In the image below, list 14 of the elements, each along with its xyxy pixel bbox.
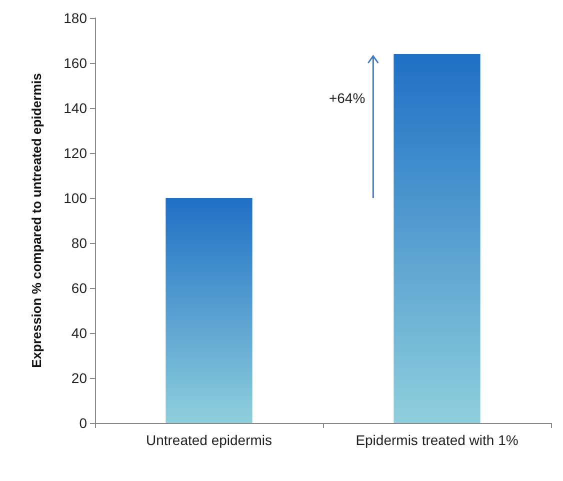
y-tick-label: 0: [79, 415, 88, 431]
y-tick-label: 80: [71, 235, 88, 251]
y-tick-label: 160: [64, 55, 88, 71]
y-axis-title: Expression % compared to untreated epidermis: [29, 73, 44, 368]
y-tick-label: 40: [71, 325, 88, 341]
y-tick-label: 20: [71, 370, 88, 386]
x-tick-label: Untreated epidermis: [146, 432, 272, 448]
y-tick-label: 180: [64, 10, 88, 26]
y-tick-label: 120: [64, 145, 88, 161]
y-tick-label: 140: [64, 100, 88, 116]
y-tick-label: 60: [71, 280, 88, 296]
annotation: +64%: [328, 90, 366, 106]
x-tick-label: Epidermis treated with 1%: [356, 432, 518, 448]
y-tick-label: 100: [64, 190, 88, 206]
